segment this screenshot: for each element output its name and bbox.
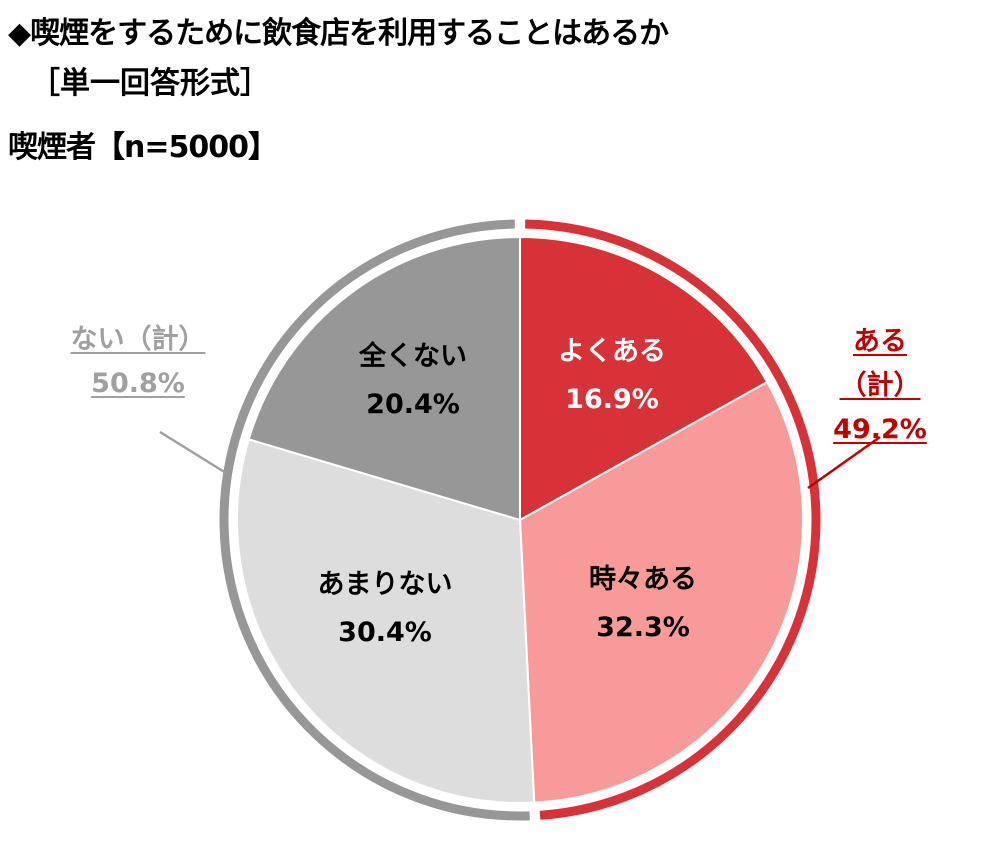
group-label-aru: ある（計） 49.2% (820, 320, 940, 452)
pie-slice-2 (236, 438, 536, 804)
group-ring-0 (525, 219, 821, 820)
group-label-nai: ない（計） 50.8% (71, 318, 206, 406)
slice-value: 32.3% (596, 612, 690, 643)
group-value: 49.2% (833, 414, 927, 445)
pie-slice-1 (518, 380, 804, 804)
slice-label-1: 時々ある 32.3% (589, 556, 697, 652)
slice-value: 16.9% (565, 384, 659, 415)
slice-label-2: あまりない 30.4% (318, 561, 453, 657)
pie-slice-3 (247, 235, 521, 522)
slice-value: 30.4% (338, 617, 432, 648)
leader-line-aru (807, 435, 881, 490)
group-name: ある（計） (839, 326, 921, 401)
group-value: 50.8% (91, 368, 185, 399)
sample-size: 喫煙者【n=5000】 (8, 130, 278, 165)
slice-category: 時々ある (589, 564, 697, 595)
slice-value: 20.4% (366, 389, 460, 420)
slice-category: よくある (558, 336, 666, 367)
slice-category: あまりない (317, 569, 453, 600)
pie-slice-0 (519, 235, 769, 522)
chart-subtitle: ［単一回答形式］ (30, 66, 270, 101)
slice-label-0: よくある 16.9% (558, 328, 666, 424)
slice-category: 全くない (359, 341, 467, 372)
slice-label-3: 全くない 20.4% (359, 333, 467, 429)
group-ring-1 (219, 219, 530, 821)
group-name: ない（計） (70, 324, 206, 355)
chart-title: ◆喫煙をするために飲食店を利用することはあるか (8, 16, 669, 51)
leader-line-nai (159, 430, 227, 475)
